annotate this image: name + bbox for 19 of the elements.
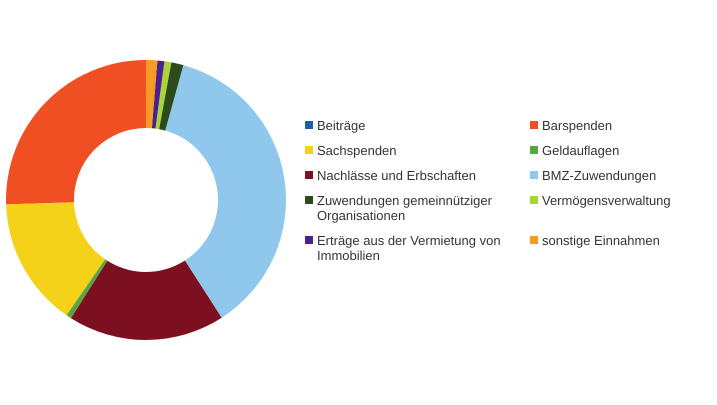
legend-label: Geldauflagen xyxy=(542,143,620,158)
donut-slice xyxy=(159,62,184,131)
donut-slice xyxy=(6,60,146,204)
donut-slice xyxy=(152,60,164,129)
legend-label: Vermögensverwaltung xyxy=(542,193,671,208)
donut-slice xyxy=(155,61,172,130)
donut-slice xyxy=(6,202,106,316)
donut-slice xyxy=(66,259,108,318)
legend-label: Nachlässe und Erbschaften xyxy=(317,168,476,183)
legend-label: Barspenden xyxy=(542,118,612,133)
donut-slice xyxy=(70,260,222,340)
legend-label: Erträge aus der Vermietung von Immobilien xyxy=(317,233,501,263)
legend-label: sonstige Einnahmen xyxy=(542,233,660,248)
donut-slice xyxy=(146,60,158,128)
legend-label: Sachspenden xyxy=(317,143,397,158)
donut-slice xyxy=(165,65,286,318)
legend-label: Beiträge xyxy=(317,118,366,133)
legend-label: Zuwendungen gemeinnütziger Organisationen xyxy=(317,193,493,223)
legend-label: BMZ-Zuwendungen xyxy=(542,168,656,183)
